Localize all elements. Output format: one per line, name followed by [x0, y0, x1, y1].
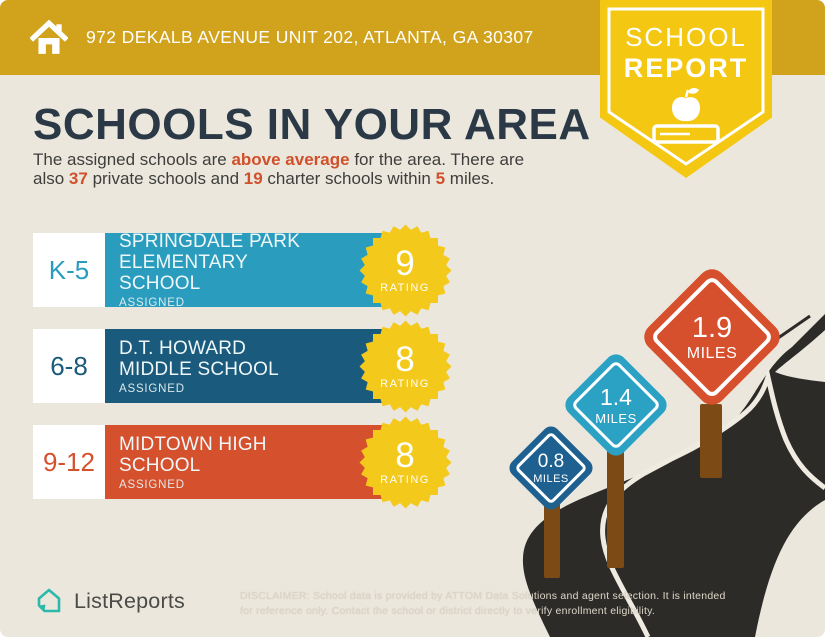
sign-distance: 1.4 — [600, 384, 632, 410]
property-address: 972 DEKALB AVENUE UNIT 202, ATLANTA, GA … — [86, 27, 534, 47]
assigned-label: ASSIGNED — [119, 382, 185, 395]
school-row-middle: 6-8 D.T. HOWARD MIDDLE SCHOOL ASSIGNED 8… — [33, 320, 503, 412]
grade-range-chip: 6-8 — [33, 329, 105, 403]
summary-line-2: also 37 private schools and 19 charter s… — [33, 168, 495, 188]
rating-value: 9 — [395, 243, 415, 283]
sign-unit: MILES — [595, 411, 637, 426]
grade-range-chip: 9-12 — [33, 425, 105, 499]
brand-name: ListReports — [74, 588, 185, 613]
assigned-label: ASSIGNED — [119, 478, 185, 491]
highlight-private-count: 37 — [68, 168, 88, 188]
rating-seal: 9 RATING — [359, 224, 451, 316]
disclaimer-text: DISCLAIMER: School data is provided by A… — [240, 589, 800, 619]
assigned-label: ASSIGNED — [119, 297, 185, 309]
school-name: SPRINGDALE PARK ELEMENTARY SCHOOL — [119, 231, 301, 294]
rating-seal: 8 RATING — [359, 320, 451, 412]
rating-seal: 8 RATING — [359, 416, 451, 508]
rating-value: 8 — [395, 435, 415, 475]
listreports-logo: ListReports — [33, 585, 185, 617]
sign-unit: MILES — [533, 473, 569, 485]
disclaimer-line-1: DISCLAIMER: School data is provided by A… — [240, 590, 726, 602]
highlight-above-average: above average — [231, 150, 350, 169]
sign-post — [700, 404, 722, 478]
badge-label-school: SCHOOL — [625, 22, 747, 52]
school-list: K-5 SPRINGDALE PARK ELEMENTARY SCHOOL AS… — [33, 224, 503, 521]
apple-icon — [672, 87, 700, 122]
school-name: MIDTOWN HIGH SCHOOL — [119, 433, 267, 476]
summary-line-1: The assigned schools are above average f… — [33, 150, 525, 169]
school-bar: D.T. HOWARD MIDDLE SCHOOL ASSIGNED — [105, 329, 390, 403]
listreports-house-icon — [37, 588, 61, 613]
sign-distance: 0.8 — [537, 451, 565, 472]
highlight-charter-count: 19 — [243, 168, 263, 188]
home-icon — [30, 19, 68, 54]
grade-range-chip: K-5 — [33, 233, 105, 307]
school-bar: MIDTOWN HIGH SCHOOL ASSIGNED — [105, 425, 390, 499]
road-lane-line — [600, 367, 825, 637]
rating-label: RATING — [380, 281, 430, 294]
rating-label: RATING — [380, 473, 430, 486]
road-body — [522, 314, 825, 637]
summary-text: The assigned schools are above average f… — [33, 150, 525, 188]
rating-value: 8 — [395, 339, 415, 379]
sign-distance: 1.9 — [691, 311, 733, 344]
school-row-high: 9-12 MIDTOWN HIGH SCHOOL ASSIGNED 8 RATI… — [33, 416, 503, 508]
school-bar: SPRINGDALE PARK ELEMENTARY SCHOOL ASSIGN… — [105, 231, 390, 309]
school-name: D.T. HOWARD MIDDLE SCHOOL — [119, 337, 279, 380]
book-icon — [652, 124, 720, 144]
page-title: SCHOOLS IN YOUR AREA — [33, 100, 591, 149]
rating-label: RATING — [380, 377, 430, 390]
sign-post — [607, 450, 624, 568]
badge-border — [607, 7, 765, 166]
highlight-miles: 5 — [435, 168, 446, 188]
school-row-elementary: K-5 SPRINGDALE PARK ELEMENTARY SCHOOL AS… — [33, 224, 503, 316]
badge-label-report: REPORT — [623, 53, 749, 83]
disclaimer-line-2: for reference only. Contact the school o… — [240, 605, 656, 617]
apple-on-book-icon — [652, 87, 720, 144]
sign-post — [544, 502, 560, 578]
sign-unit: MILES — [686, 344, 738, 362]
